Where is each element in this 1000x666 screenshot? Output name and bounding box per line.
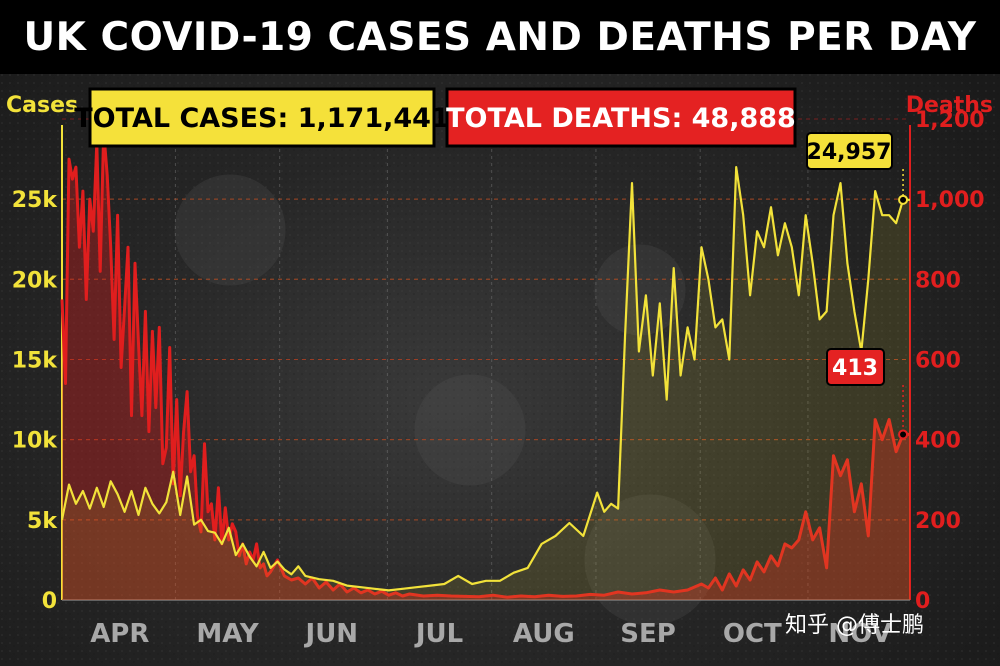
month-label: MAY	[196, 619, 260, 649]
deaths-series	[60, 129, 910, 600]
deaths-line	[60, 129, 910, 599]
right-axis-ticks: 0 200 400 600 800 1,000 1,200	[915, 108, 985, 614]
month-label: NOV	[828, 619, 891, 649]
right-tick-label: 600	[915, 348, 961, 373]
last-cases-callout-box	[806, 132, 893, 170]
right-tick-label: 800	[915, 268, 961, 293]
cases-line	[60, 166, 910, 592]
month-label: AUG	[513, 619, 575, 649]
right-tick-label: 200	[915, 509, 961, 534]
right-axis-label: Deaths	[906, 93, 993, 118]
left-tick-label: 20k	[12, 268, 59, 293]
month-label: SEP	[620, 619, 676, 649]
total-deaths-text: TOTAL DEATHS: 48,888	[446, 103, 796, 134]
month-gridlines	[174, 135, 809, 600]
month-label: JUL	[414, 619, 463, 649]
callouts: 24,957 413	[806, 132, 909, 440]
left-axis-ticks: 0 5k 10k 15k 20k 25k	[12, 188, 59, 614]
total-cases-box	[88, 87, 436, 148]
chart-title: UK COVID-19 CASES AND DEATHS PER DAY	[0, 0, 1000, 74]
deaths-end-marker	[898, 429, 909, 440]
left-tick-label: 15k	[12, 348, 59, 373]
last-cases-callout: 24,957	[807, 140, 892, 165]
left-tick-label: 5k	[27, 509, 58, 534]
left-axis-label: Cases	[6, 93, 78, 118]
cases-area	[62, 167, 910, 600]
month-label: OCT	[723, 619, 782, 649]
month-label: JUN	[304, 619, 359, 649]
last-deaths-callout-box	[826, 348, 885, 386]
gridlines	[61, 118, 911, 601]
x-axis-months: APR MAY JUN JUL AUG SEP OCT NOV	[90, 619, 892, 649]
last-deaths-callout: 413	[832, 356, 878, 381]
cases-series	[60, 166, 910, 600]
right-tick-label: 1,000	[915, 188, 985, 213]
right-tick-label: 1,200	[915, 108, 985, 133]
left-tick-label: 10k	[12, 429, 59, 454]
watermark: 知乎 @傅士鹏	[785, 613, 924, 638]
total-deaths-box	[445, 87, 797, 148]
total-cases-text: TOTAL CASES: 1,171,441	[74, 103, 449, 134]
left-tick-label: 0	[42, 589, 57, 614]
cases-end-marker	[898, 194, 909, 205]
deaths-area	[62, 131, 910, 600]
right-tick-label: 0	[915, 589, 930, 614]
month-label: APR	[90, 619, 149, 649]
left-tick-label: 25k	[12, 188, 59, 213]
right-tick-label: 400	[915, 429, 961, 454]
